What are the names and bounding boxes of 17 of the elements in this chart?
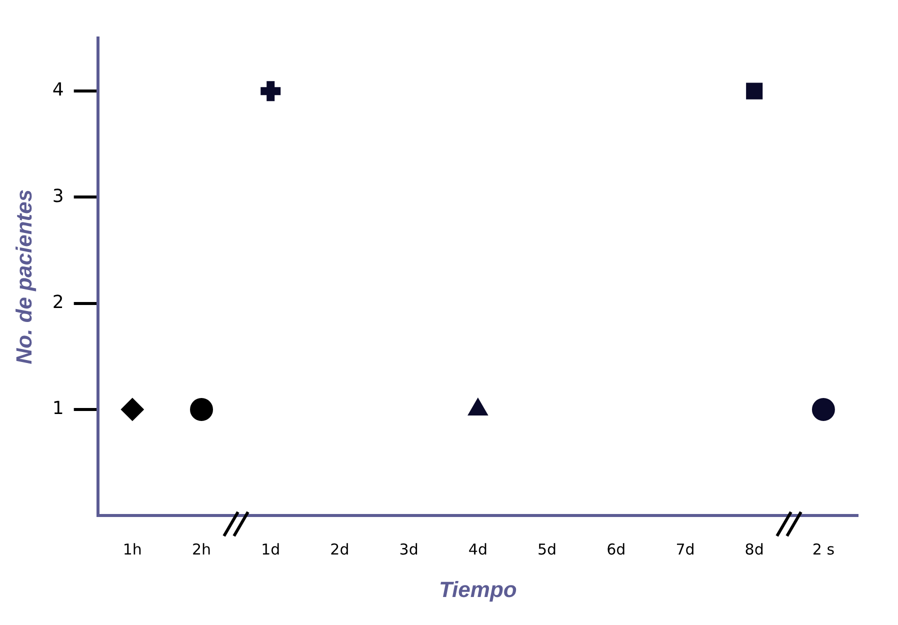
y-tick-label: 3 [52, 186, 64, 207]
x-tick-label: 8d [744, 540, 764, 558]
y-tick-label: 1 [52, 398, 64, 420]
x-tick-label: 1h [122, 540, 142, 558]
x-tick-label: 4d [468, 540, 488, 558]
x-tick-label: 5d [537, 540, 557, 558]
y-axis-title: No. de pacientes [11, 189, 36, 364]
x-tick-label: 2h [192, 540, 212, 558]
x-tick-label: 2 s [812, 540, 835, 558]
x-tick-label: 2d [330, 540, 350, 558]
x-tick-label: 7d [676, 540, 695, 558]
x-tick-label: 3d [399, 540, 418, 558]
x-axis-title: Tiempo [439, 576, 517, 602]
x-tick-label: 6d [606, 540, 626, 558]
x-tick-label: 1d [261, 540, 280, 558]
y-tick-label: 2 [52, 292, 64, 314]
y-tick-label: 4 [52, 80, 64, 101]
